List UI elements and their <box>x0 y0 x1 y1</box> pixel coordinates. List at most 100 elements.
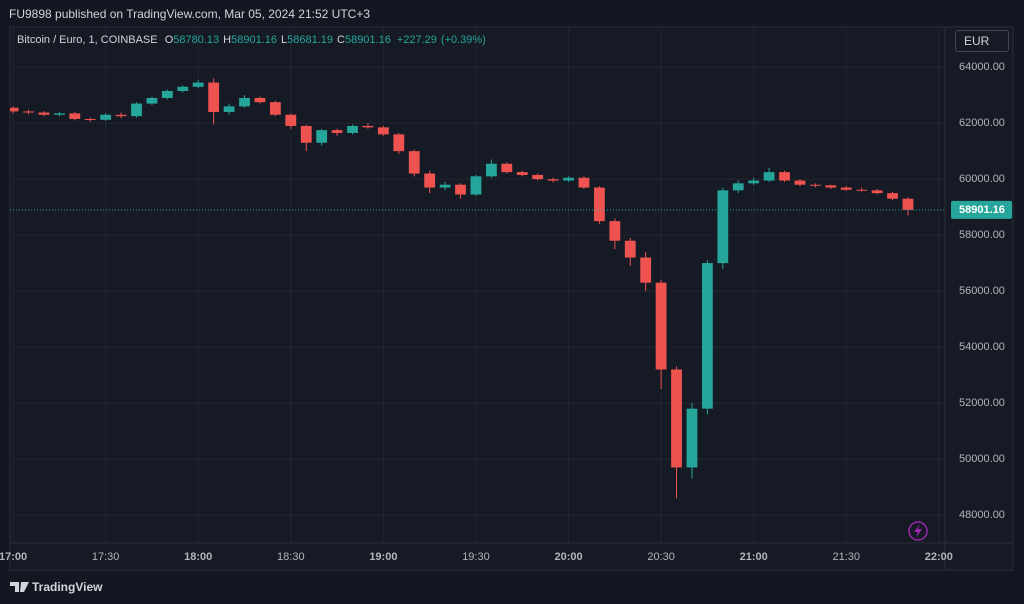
y-tick-label: 56000.00 <box>959 285 1005 297</box>
x-tick-label: 19:00 <box>369 551 397 563</box>
y-tick-label: 60000.00 <box>959 173 1005 185</box>
candle-body <box>115 114 127 117</box>
y-tick-label: 62000.00 <box>959 117 1005 129</box>
tv-logo <box>10 582 29 592</box>
change: +227.29 <box>396 34 437 46</box>
candle-body <box>701 263 713 409</box>
x-tick-label: 20:30 <box>647 551 675 563</box>
y-tick-label: 64000.00 <box>959 61 1005 73</box>
x-tick-label: 22:00 <box>925 551 953 563</box>
candle-body <box>671 369 682 468</box>
x-tick-label: 19:30 <box>462 551 490 563</box>
publish-info: FU9898 published on TradingView.com, Mar… <box>9 7 370 21</box>
x-tick-label: 17:30 <box>92 551 120 563</box>
candle-body <box>208 82 220 112</box>
candle-body <box>84 118 96 120</box>
candle-body <box>254 97 266 103</box>
candle-body <box>887 193 898 199</box>
candle-body <box>69 113 81 119</box>
candle-body <box>655 282 667 370</box>
candle-body <box>192 82 204 87</box>
candle-body <box>501 163 513 173</box>
candle-body <box>532 174 544 180</box>
candle-body <box>100 114 112 120</box>
plot <box>10 78 914 499</box>
candle-body <box>285 114 297 126</box>
chart-panel <box>9 26 1014 571</box>
candle-body <box>840 187 852 190</box>
candle-body <box>347 125 358 133</box>
candle-body <box>825 185 837 188</box>
candle-body <box>393 134 405 152</box>
brand: TradingView <box>32 580 103 594</box>
candle-body <box>38 112 50 115</box>
ohlc-key: C <box>337 34 345 46</box>
candle-body <box>331 130 343 133</box>
candle-body <box>10 107 19 112</box>
candle-body <box>748 180 760 184</box>
candle-body <box>856 189 868 191</box>
ohlc-key: O <box>164 34 174 46</box>
candle-body <box>809 184 821 186</box>
candle-body <box>871 190 883 194</box>
x-tick-label: 17:00 <box>0 551 27 563</box>
candle-body <box>763 172 775 181</box>
candle-body <box>53 113 65 115</box>
candle-body <box>408 151 420 174</box>
symbol: Bitcoin / Euro, 1, COINBASE <box>17 34 158 46</box>
x-tick-label: 18:30 <box>277 551 305 563</box>
candle-body <box>717 190 729 264</box>
y-tick-label: 54000.00 <box>959 341 1005 353</box>
symbol-legend: Bitcoin / Euro, 1, COINBASE O58780.13 H58… <box>17 34 486 46</box>
candle-body <box>609 221 621 241</box>
candle-body <box>239 97 250 107</box>
candle-body <box>593 187 605 222</box>
candle-body <box>732 183 744 191</box>
flash-icon[interactable] <box>908 521 928 541</box>
ohlc-value: 58901.16 <box>344 34 391 46</box>
candle-body <box>624 240 636 258</box>
candle-body <box>300 125 312 143</box>
candle-body <box>424 173 436 188</box>
candle-body <box>578 177 590 188</box>
candle-body <box>470 176 482 195</box>
candle-body <box>640 257 652 283</box>
currency-button[interactable]: EUR <box>955 30 1009 52</box>
candle-body <box>779 172 790 181</box>
candle-body <box>223 106 235 112</box>
candle-body <box>485 163 497 177</box>
candle-body <box>686 408 698 468</box>
candle-body <box>547 179 559 181</box>
x-tick-label: 21:30 <box>832 551 860 563</box>
y-tick-label: 58000.00 <box>959 229 1005 241</box>
candle-body <box>902 198 914 210</box>
candle-body <box>516 172 528 175</box>
candle-body <box>269 102 281 115</box>
candle-body <box>177 86 189 91</box>
ohlc-value: 58780.13 <box>173 34 220 46</box>
y-tick-label: 48000.00 <box>959 509 1005 521</box>
candle-body <box>146 97 158 104</box>
candle-body <box>794 180 806 185</box>
x-tick-label: 20:00 <box>554 551 582 563</box>
last-price-box <box>951 200 1012 219</box>
candle-body <box>563 177 574 181</box>
candle-body <box>439 184 451 188</box>
ohlc-value: 58681.19 <box>287 34 333 46</box>
x-tick-label: 18:00 <box>184 551 212 563</box>
grid <box>10 28 945 543</box>
candle-body <box>131 103 142 117</box>
candle-body <box>316 130 328 143</box>
candle-body <box>362 125 374 128</box>
x-tick-label: 21:00 <box>740 551 768 563</box>
y-tick-label: 52000.00 <box>959 397 1005 409</box>
y-tick-label: 50000.00 <box>959 453 1005 465</box>
candle-body <box>377 127 389 135</box>
candle-body <box>23 111 34 113</box>
change-percent: (+0.39%) <box>440 34 486 46</box>
ohlc-key: H <box>223 34 232 46</box>
last-price-label: 58901.16 <box>959 204 1005 216</box>
ohlc-value: 58901.16 <box>231 34 277 46</box>
